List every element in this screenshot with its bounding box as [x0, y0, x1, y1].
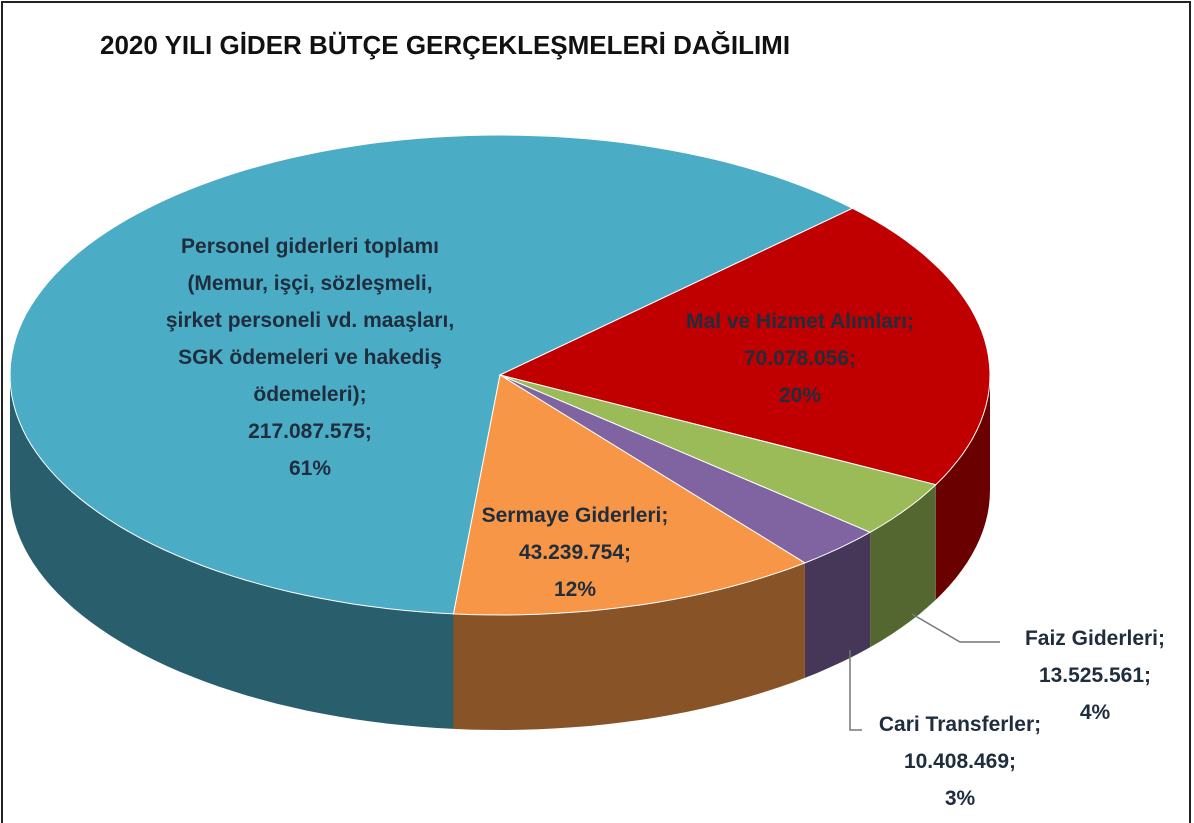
slice	[9, 134, 854, 615]
percent-label: 3%	[944, 787, 976, 810]
leader-line	[849, 650, 862, 731]
separator: ;	[1158, 627, 1166, 650]
separator: ;	[849, 347, 857, 370]
separator: ;	[1009, 750, 1017, 773]
slice	[499, 374, 937, 533]
slice-side	[453, 562, 805, 730]
category-name: Mal ve Hizmet Alımları	[686, 310, 907, 333]
value-label: 43.239.754	[518, 541, 625, 564]
value-label: 70.078.056	[743, 347, 850, 370]
slice	[499, 374, 872, 564]
percent-label: 4%	[1079, 701, 1111, 724]
data-label: Personel giderleri toplamı (Memur, işçi,…	[160, 228, 460, 487]
slice-side	[870, 484, 936, 648]
data-label: Mal ve Hizmet Alımları; 70.078.056; 20%	[640, 303, 960, 414]
data-label: Sermaye Giderleri; 43.239.754; 12%	[415, 497, 735, 608]
category-name: Sermaye Giderleri	[481, 504, 662, 527]
data-label: Faiz Giderleri; 13.525.561; 4%	[980, 620, 1194, 731]
separator: ;	[624, 541, 632, 564]
value-label: 217.087.575	[248, 420, 365, 443]
separator: ;	[1144, 664, 1152, 687]
separator: ;	[906, 310, 914, 333]
percent-label: 61%	[288, 457, 332, 480]
separator: ;	[1034, 713, 1042, 736]
data-label: Cari Transferler; 10.408.469; 3%	[840, 706, 1080, 817]
category-name: Personel giderleri toplamı (Memur, işçi,…	[165, 235, 455, 406]
slice	[498, 207, 991, 486]
separator: ;	[364, 420, 372, 443]
chart-title: 2020 YILI GİDER BÜTÇE GERÇEKLEŞMELERİ DA…	[100, 30, 791, 60]
leader-line	[911, 613, 1000, 643]
percent-label: 12%	[553, 578, 597, 601]
separator: ;	[661, 504, 669, 527]
category-name: Faiz Giderleri	[1024, 627, 1159, 650]
slice-side	[10, 375, 454, 729]
category-name: Cari Transferler	[878, 713, 1035, 736]
percent-label: 20%	[778, 384, 822, 407]
slice-side	[804, 532, 871, 678]
value-label: 10.408.469	[903, 750, 1010, 773]
slice	[452, 374, 807, 616]
separator: ;	[359, 383, 367, 406]
value-label: 13.525.561	[1038, 664, 1145, 687]
pie	[9, 134, 991, 730]
